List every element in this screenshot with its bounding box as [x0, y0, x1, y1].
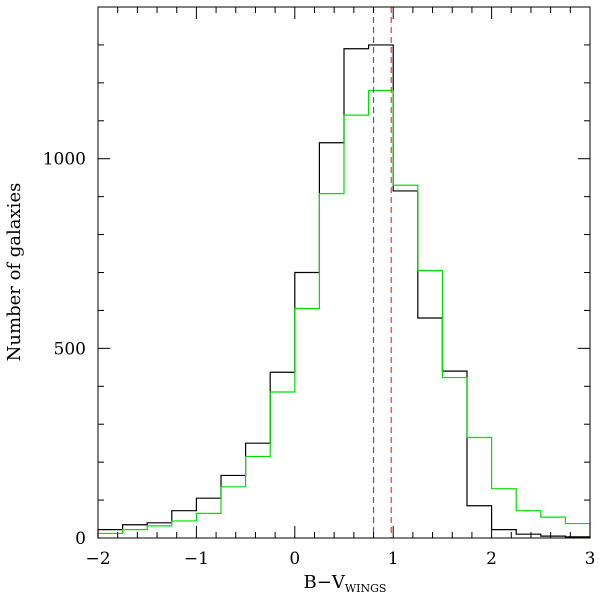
x-axis-label-subscript: WINGS: [345, 582, 387, 595]
y-tick-label: 1000: [43, 150, 86, 170]
y-axis-label: Number of galaxies: [4, 183, 25, 362]
x-tick-label: −1: [184, 549, 209, 569]
histogram-series-1: [97, 44, 591, 538]
x-tick-label: 1: [388, 549, 399, 569]
histogram-series-2: [97, 89, 591, 538]
x-tick-label: −2: [85, 549, 110, 569]
y-tick-label: 0: [75, 529, 86, 549]
x-axis-label: B−VWINGS: [304, 572, 387, 595]
x-tick-label: 2: [486, 549, 497, 569]
x-tick-label: 0: [289, 549, 300, 569]
y-tick-label: 500: [54, 339, 86, 359]
x-tick-label: 3: [585, 549, 596, 569]
x-axis-label-main: B−V: [304, 572, 346, 593]
